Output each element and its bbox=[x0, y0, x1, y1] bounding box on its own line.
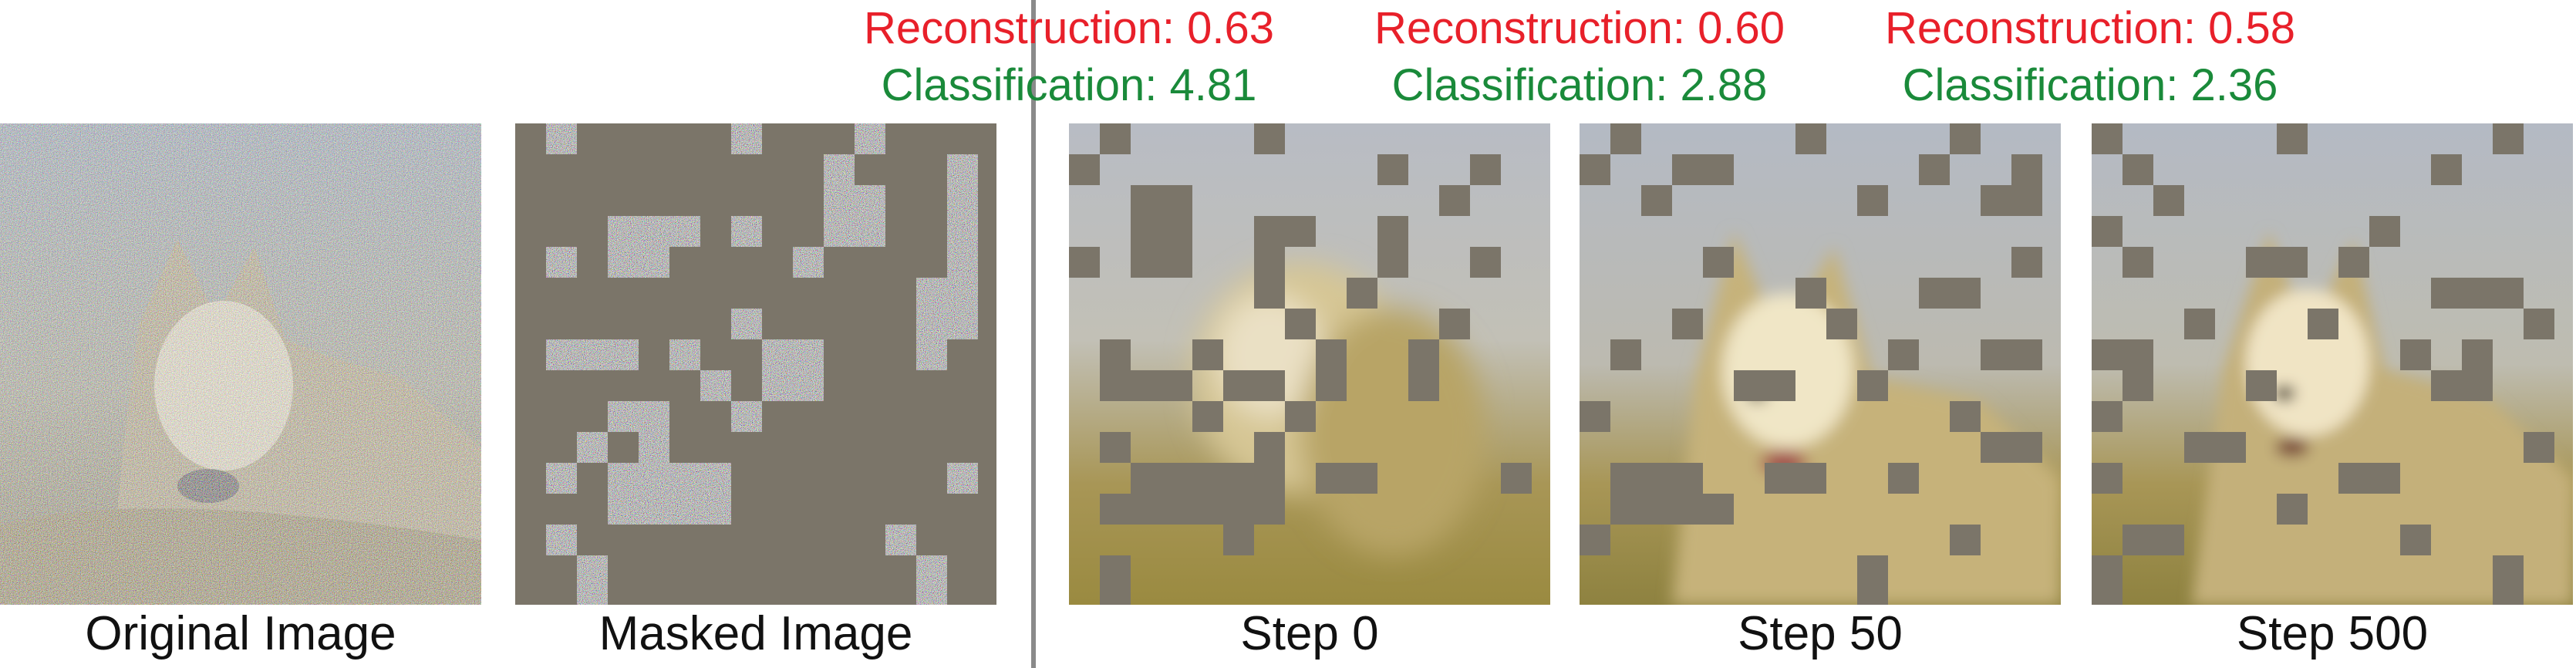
step50-reconstruction-score: Reconstruction: 0.60 bbox=[1374, 3, 1785, 53]
caption-step500: Step 500 bbox=[2236, 607, 2429, 660]
masked-image bbox=[515, 123, 996, 605]
step0-reconstruction-score: Reconstruction: 0.63 bbox=[864, 3, 1274, 53]
step500-reconstruction-score: Reconstruction: 0.58 bbox=[1885, 3, 2295, 53]
step0-image bbox=[1069, 123, 1550, 605]
step500-classification-score: Classification: 2.36 bbox=[1902, 60, 2278, 110]
step50-classification-score: Classification: 2.88 bbox=[1391, 60, 1768, 110]
caption-masked-image: Masked Image bbox=[598, 607, 913, 660]
step50-image bbox=[1580, 123, 2061, 605]
step500-image bbox=[2092, 123, 2573, 605]
step0-classification-score: Classification: 4.81 bbox=[881, 60, 1257, 110]
original-image bbox=[0, 123, 481, 605]
caption-step50: Step 50 bbox=[1738, 607, 1903, 660]
section-divider bbox=[1031, 0, 1036, 668]
caption-original-image: Original Image bbox=[85, 607, 396, 660]
caption-step0: Step 0 bbox=[1240, 607, 1379, 660]
